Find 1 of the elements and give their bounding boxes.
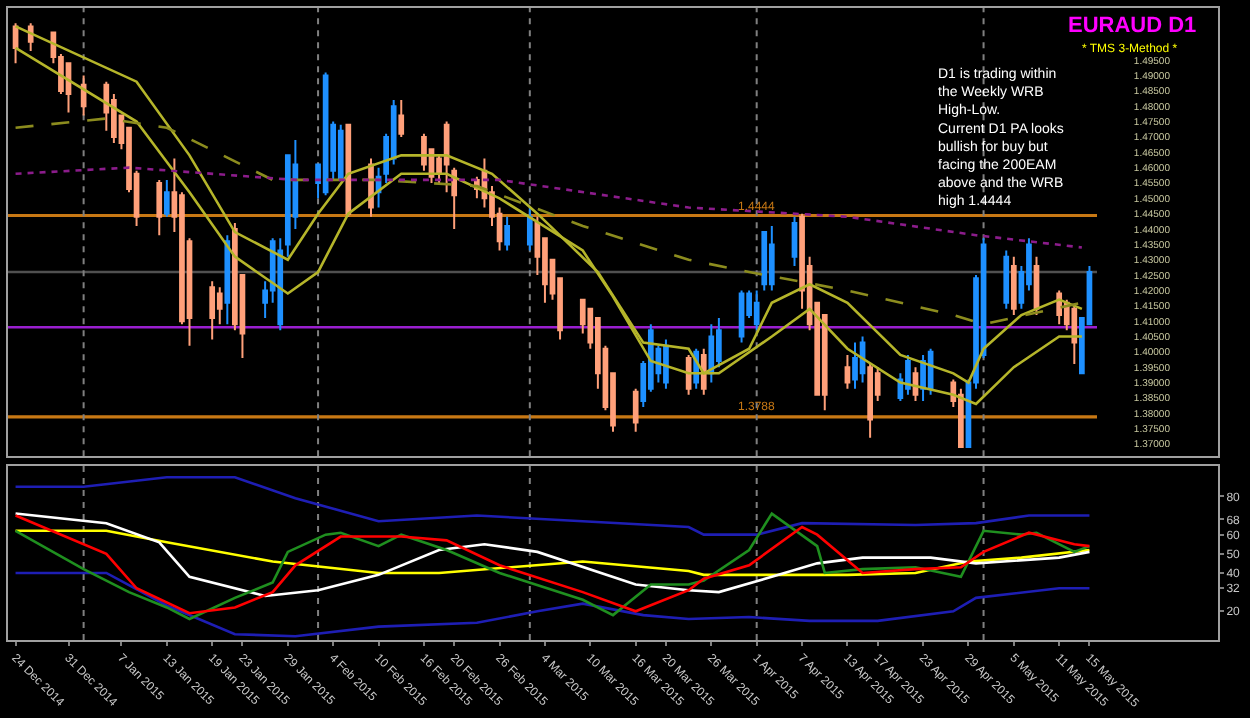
- chart-title: EURAUD D1: [1068, 14, 1197, 38]
